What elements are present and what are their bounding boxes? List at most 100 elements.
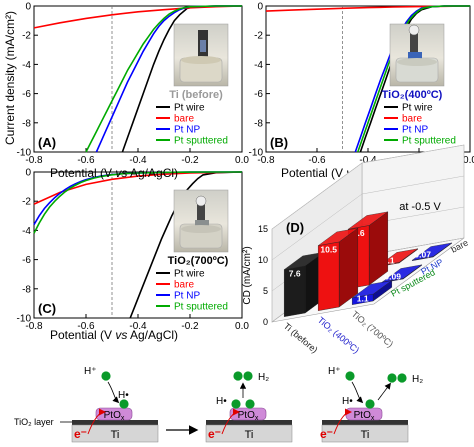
y-tick-label: -2 bbox=[22, 31, 31, 42]
y-tick-label: -2 bbox=[254, 31, 263, 42]
pto-label: PtOx bbox=[104, 410, 125, 422]
panel-label: (A) bbox=[38, 135, 56, 150]
series-line-bare bbox=[33, 5, 243, 29]
tio2-layer-label: TiO₂ layer bbox=[14, 417, 54, 427]
x-tick-label: -0.6 bbox=[77, 155, 95, 166]
z-tick-label: 15 bbox=[258, 224, 268, 234]
electron-path bbox=[87, 408, 106, 435]
photo-inset-b bbox=[389, 23, 445, 87]
hydrogen-ball bbox=[243, 371, 253, 381]
electron-path bbox=[333, 408, 352, 435]
y-tick-label: -8 bbox=[254, 118, 263, 129]
x-tick-label: 0.0 bbox=[235, 321, 249, 332]
z-gridline bbox=[271, 175, 465, 261]
y-tick-label: -6 bbox=[22, 89, 31, 100]
series-line-pt-wire bbox=[129, 171, 243, 319]
legend-label: Pt wire bbox=[174, 103, 205, 114]
mechanism-schematic: Ti PtOx e⁻ H⁺ H• TiO₂ layer Ti PtOx e⁻ H• H₂ Ti PtOx… bbox=[14, 366, 423, 443]
y-tick-label: -6 bbox=[22, 255, 31, 266]
legend-label: Pt sputtered bbox=[174, 136, 228, 147]
legend-label: Pt sputtered bbox=[174, 302, 228, 313]
x-tick-label: -0.4 bbox=[129, 155, 147, 166]
hydrogen-ball bbox=[233, 371, 243, 381]
y-tick-label: 0 bbox=[25, 2, 31, 13]
photo-caption-b: TiO₂(400ºC) bbox=[382, 89, 443, 101]
x-tick-label: -0.8 bbox=[25, 321, 43, 332]
photo-inset-c bbox=[173, 189, 229, 253]
series-line-pt-sputtered bbox=[85, 5, 242, 153]
schematic-stage-1: Ti PtOx e⁻ H⁺ H• TiO₂ layer bbox=[14, 366, 159, 443]
z-tick-label: 5 bbox=[263, 286, 268, 296]
z-tick-label: 0 bbox=[263, 317, 268, 327]
electron-path bbox=[221, 408, 240, 435]
y-tick-label: -4 bbox=[254, 60, 263, 71]
y-tick-label: -8 bbox=[22, 284, 31, 295]
category-label: Ti (before) bbox=[282, 321, 320, 355]
x-axis-label-c: Potential (V vs Ag/AgCl) bbox=[50, 328, 178, 342]
y-tick-label: -4 bbox=[22, 60, 31, 71]
pto-label: PtOx bbox=[238, 410, 259, 422]
ti-substrate bbox=[321, 424, 409, 443]
hydrogen-ball bbox=[245, 399, 255, 409]
electron-label: e⁻ bbox=[320, 427, 333, 441]
x-tick-label: -0.6 bbox=[308, 155, 326, 166]
hydrogen-ball bbox=[345, 371, 355, 381]
legend-label: Pt NP bbox=[174, 291, 200, 302]
x-tick-label: -0.8 bbox=[25, 155, 43, 166]
bar-value-label: 9.6 bbox=[353, 228, 365, 238]
x-tick-label: -0.2 bbox=[181, 321, 199, 332]
bar-tio-700-c-bare: 0.07 bbox=[412, 242, 452, 261]
bar-value-label: 0.07 bbox=[414, 249, 431, 259]
hydrogen-ball bbox=[119, 399, 129, 409]
legend-label: Pt sputtered bbox=[402, 136, 456, 147]
y-tick-label: 0 bbox=[257, 2, 263, 13]
proton-label: H⁺ bbox=[84, 366, 97, 377]
z-axis-label: CD (mA/cm²) bbox=[242, 246, 253, 304]
photo-inset-a bbox=[173, 23, 229, 87]
x-axis-label-a: Potential (V vs Ag/AgCl) bbox=[50, 166, 178, 180]
bar-tio-700-c-pt-sputtered: 1.1 bbox=[352, 280, 392, 305]
hydrogen-ball bbox=[387, 373, 397, 383]
y-axis-label: Current density (mA/cm²) bbox=[3, 11, 17, 145]
annotation-label: at -0.5 V bbox=[399, 201, 441, 213]
bar-value-label: 10.5 bbox=[320, 244, 337, 254]
legend-label: Pt NP bbox=[174, 125, 200, 136]
legend-label: Pt wire bbox=[174, 269, 205, 280]
substrate-label: Ti bbox=[361, 429, 370, 441]
proton-label: H⁺ bbox=[328, 366, 341, 377]
bar-value-label: 1.1 bbox=[357, 293, 369, 303]
h2-label: H₂ bbox=[258, 372, 269, 383]
y-tick-label: 0 bbox=[25, 168, 31, 179]
x-tick-label: -0.4 bbox=[129, 321, 147, 332]
hydrogen-adatom-label: H• bbox=[118, 390, 129, 401]
ti-substrate bbox=[71, 424, 159, 443]
cv-panel-a: -0.8 -0.6 -0.4 -0.2 0.0 0 -2 -4 -6 -8 -10 Pt wireba… bbox=[17, 2, 250, 167]
schematic-stage-2: Ti PtOx e⁻ H• H₂ bbox=[205, 371, 293, 443]
ti-substrate bbox=[205, 424, 293, 443]
adsorption-arrow bbox=[107, 381, 120, 404]
substrate-label: Ti bbox=[111, 429, 120, 441]
legend-label: Pt wire bbox=[402, 103, 433, 114]
x-tick-label: -0.4 bbox=[359, 155, 377, 166]
hydrogen-ball bbox=[101, 371, 111, 381]
y-tick-label: -10 bbox=[17, 314, 32, 325]
y-tick-label: -4 bbox=[22, 226, 31, 237]
adsorption-arrow bbox=[351, 381, 364, 404]
bar-tio-400-c-pt-sputtered: 10.5 bbox=[318, 227, 358, 311]
substrate-label: Ti bbox=[245, 429, 254, 441]
electron-label: e⁻ bbox=[208, 427, 221, 441]
y-tick-label: -2 bbox=[22, 197, 31, 208]
hydrogen-ball bbox=[365, 399, 375, 409]
panel-label: (D) bbox=[286, 220, 304, 235]
schematic-stage-3: Ti PtOx e⁻ H⁺ H• H₂ bbox=[320, 366, 423, 443]
h2-label: H₂ bbox=[412, 374, 423, 385]
panel-label: (B) bbox=[270, 135, 288, 150]
bar-value-label: 0.09 bbox=[384, 271, 401, 281]
hydrogen-adatom-label: H• bbox=[342, 396, 353, 407]
y-tick-label: -6 bbox=[254, 89, 263, 100]
bar-value-label: 0.1 bbox=[383, 255, 395, 265]
hydrogen-adatom-label: H• bbox=[216, 396, 227, 407]
x-tick-label: 0.0 bbox=[235, 155, 249, 166]
